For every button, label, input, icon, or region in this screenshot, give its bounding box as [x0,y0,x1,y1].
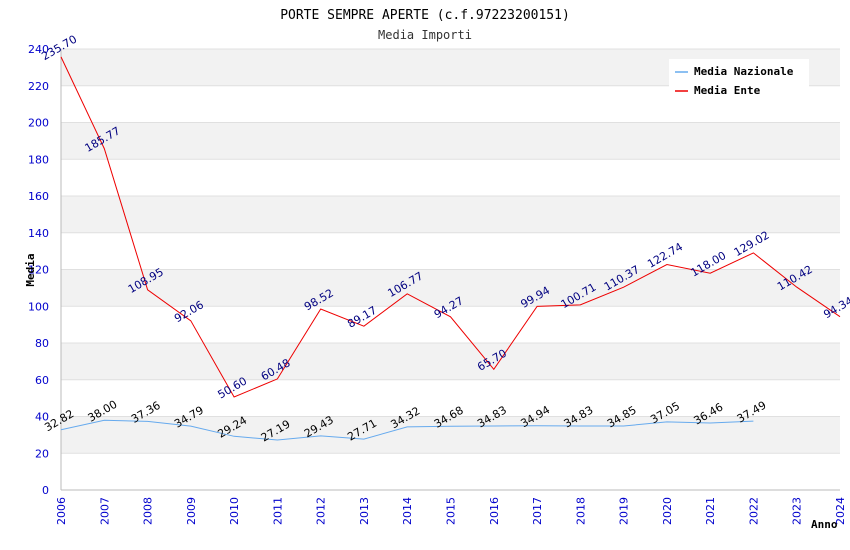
y-axis-ticks: 0 20 40 60 80 100 120 140 160 180 200 220 240 [28,43,49,497]
x-tick-label: 2014 [401,497,414,525]
series-line-media-nazionale [60,419,754,441]
y-tick-label: 120 [28,264,49,277]
x-tick-label: 2015 [445,497,458,525]
y-axis-label: Media [24,253,37,286]
x-tick-label: 2006 [55,497,68,525]
legend-label-media-nazionale: Media Nazionale [694,65,794,78]
y-tick-label: 80 [35,337,49,350]
x-tick-label: 2020 [661,497,674,525]
x-axis-ticks: 2006 2007 2008 2009 2010 2011 2012 2013 2014 2015… [55,497,847,525]
x-tick-label: 2007 [98,497,111,525]
x-tick-label: 2018 [574,497,587,525]
grid-bands [61,49,840,454]
y-tick-label: 20 [35,447,49,460]
legend: Media Nazionale Media Ente [669,59,809,102]
y-tick-label: 60 [35,374,49,387]
y-tick-label: 180 [28,153,49,166]
chart-title: PORTE SEMPRE APERTE (c.f.97223200151) [280,8,570,23]
x-tick-label: 2008 [142,497,155,525]
legend-box [669,59,809,102]
x-tick-label: 2013 [358,497,371,525]
x-tick-label: 2019 [618,497,631,525]
chart-subtitle: Media Importi [378,28,472,42]
y-tick-label: 0 [42,484,49,497]
grid-band [61,343,840,380]
x-tick-label: 2021 [704,497,717,525]
axes [60,49,840,491]
y-tick-label: 240 [28,43,49,56]
y-tick-label: 200 [28,117,49,130]
y-tick-label: 140 [28,227,49,240]
x-tick-label: 2022 [747,497,760,525]
x-tick-label: 2024 [834,497,847,525]
grid-band [61,269,840,307]
y-tick-label: 40 [35,411,49,424]
x-tick-label: 2023 [791,497,804,525]
grid-lines [61,48,840,491]
x-axis-label: Anno [811,518,838,531]
x-tick-label: 2009 [185,497,198,525]
x-tick-label: 2016 [488,497,501,525]
series-line-media-ente [60,56,841,398]
legend-label-media-ente: Media Ente [694,84,761,97]
x-tick-label: 2017 [531,497,544,525]
x-tick-label: 2012 [315,497,328,525]
grid-band [61,122,840,160]
y-tick-label: 100 [28,300,49,313]
data-label: 89.17 [345,304,379,331]
x-tick-label: 2011 [271,497,284,525]
series-lines [60,56,841,441]
y-tick-label: 220 [28,80,49,93]
x-tick-label: 2010 [228,497,241,525]
y-tick-label: 160 [28,190,49,203]
grid-band [61,196,840,233]
data-label: 122.74 [645,240,685,271]
